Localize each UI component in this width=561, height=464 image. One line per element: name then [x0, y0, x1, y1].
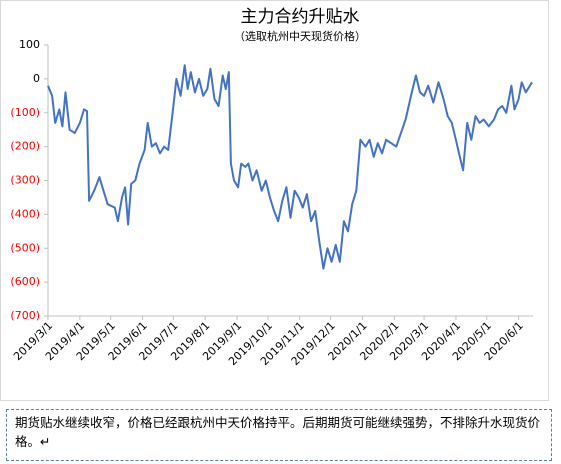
y-tick-label: 0: [33, 72, 40, 85]
chart-subtitle: （选取杭州中天现货价格）: [234, 29, 366, 43]
chart: 主力合约升贴水 （选取杭州中天现货价格） 100 0 (100) (200) (300)…: [0, 0, 549, 401]
y-tick-label: (400): [10, 207, 40, 220]
y-tick-label: (100): [10, 106, 40, 119]
chart-title: 主力合约升贴水: [241, 7, 360, 27]
note-box: 期货贴水继续收窄，价格已经跟杭州中天价格持平。后期期货可能继续强势，不排除升水现…: [6, 409, 552, 461]
y-tick-label: (200): [10, 140, 40, 153]
y-tick-label: (500): [10, 241, 40, 254]
y-tick-label: 100: [19, 38, 40, 51]
line: [47, 64, 533, 270]
y-tick-label: (600): [10, 275, 40, 288]
chart-frame: [0, 0, 549, 401]
y-tick-label: (700): [10, 309, 40, 322]
y-tick-label: (300): [10, 174, 40, 187]
